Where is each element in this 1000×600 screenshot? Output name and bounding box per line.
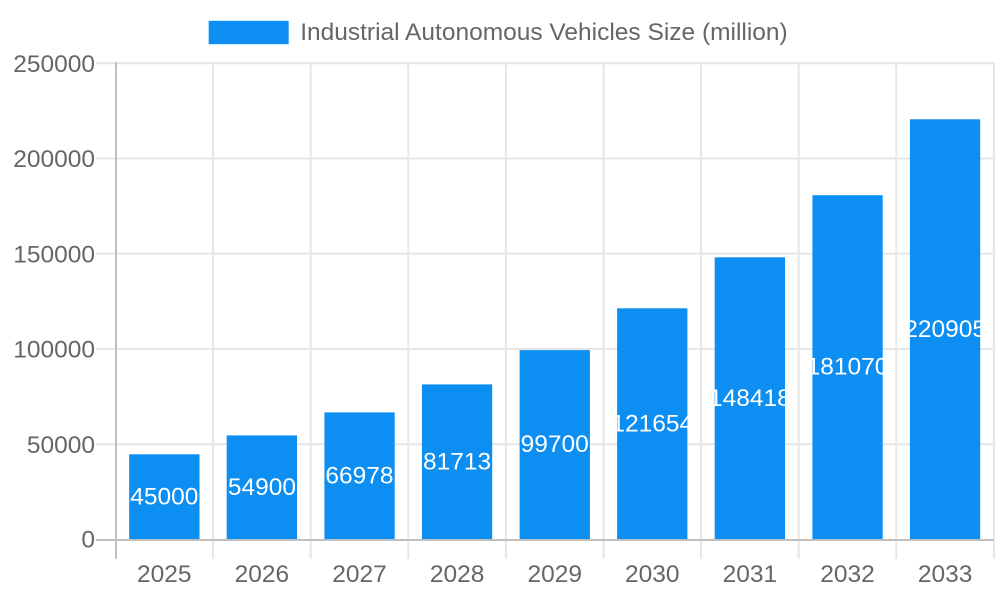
svg-text:2032: 2032 xyxy=(820,561,875,588)
svg-text:99700: 99700 xyxy=(521,431,589,458)
svg-text:100000: 100000 xyxy=(13,337,95,364)
svg-text:50000: 50000 xyxy=(27,432,95,459)
svg-text:148418: 148418 xyxy=(709,385,791,412)
svg-text:2025: 2025 xyxy=(137,561,192,588)
svg-text:250000: 250000 xyxy=(13,51,95,78)
svg-text:2033: 2033 xyxy=(918,561,973,588)
svg-text:0: 0 xyxy=(81,526,95,553)
svg-text:45000: 45000 xyxy=(130,483,198,510)
svg-text:54900: 54900 xyxy=(228,474,296,501)
svg-text:2031: 2031 xyxy=(723,561,778,588)
svg-text:2028: 2028 xyxy=(430,561,485,588)
svg-text:81713: 81713 xyxy=(423,448,491,475)
svg-text:66978: 66978 xyxy=(325,462,393,489)
svg-text:Industrial Autonomous Vehicles: Industrial Autonomous Vehicles Size (mil… xyxy=(300,19,788,46)
svg-text:2026: 2026 xyxy=(235,561,290,588)
svg-text:121654: 121654 xyxy=(611,410,693,437)
svg-text:2030: 2030 xyxy=(625,561,680,588)
svg-text:181070: 181070 xyxy=(807,354,889,381)
svg-text:220905: 220905 xyxy=(904,316,986,343)
svg-text:2027: 2027 xyxy=(332,561,387,588)
svg-text:150000: 150000 xyxy=(13,241,95,268)
svg-text:200000: 200000 xyxy=(13,146,95,173)
svg-text:2029: 2029 xyxy=(527,561,582,588)
